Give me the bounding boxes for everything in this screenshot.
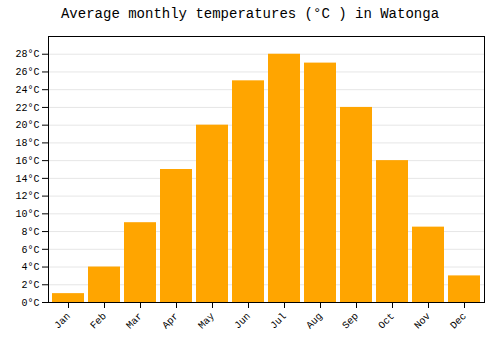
svg-text:20°C: 20°C [15,120,39,131]
svg-text:Oct: Oct [376,311,397,332]
svg-text:Dec: Dec [448,311,469,332]
svg-text:Sep: Sep [340,311,361,332]
svg-text:16°C: 16°C [15,156,39,167]
svg-text:28°C: 28°C [15,49,39,60]
svg-text:May: May [196,311,217,332]
svg-text:8°C: 8°C [21,227,39,238]
svg-text:Feb: Feb [88,311,109,332]
svg-text:12°C: 12°C [15,191,39,202]
svg-text:Apr: Apr [160,311,181,332]
svg-text:24°C: 24°C [15,85,39,96]
svg-text:Jul: Jul [268,311,289,332]
svg-text:Nov: Nov [412,311,433,332]
svg-text:Jan: Jan [52,311,73,332]
svg-text:Aug: Aug [304,311,325,332]
svg-text:Mar: Mar [124,311,145,332]
svg-text:6°C: 6°C [21,245,39,256]
svg-text:Jun: Jun [232,311,253,332]
svg-text:22°C: 22°C [15,103,39,114]
svg-text:26°C: 26°C [15,67,39,78]
svg-text:2°C: 2°C [21,280,39,291]
svg-text:14°C: 14°C [15,174,39,185]
svg-text:0°C: 0°C [21,298,39,309]
svg-text:10°C: 10°C [15,209,39,220]
html-text:Average monthly temperatures (: Average monthly temperatures (°C ) in Wa… [61,6,439,22]
svg-text:4°C: 4°C [21,262,39,273]
svg-text:18°C: 18°C [15,138,39,149]
